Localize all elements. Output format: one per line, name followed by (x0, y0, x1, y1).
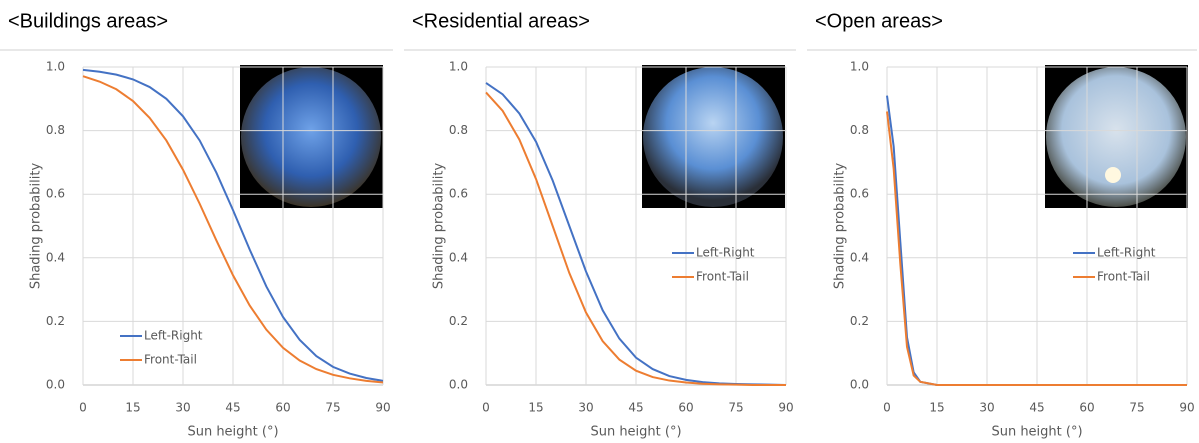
series-line (886, 111, 1187, 386)
x-axis-label: Sun height (°) (187, 425, 278, 440)
panel-title: <Buildings areas> (8, 10, 168, 32)
y-axis-label: Shading probability (432, 163, 447, 290)
legend-label: Left-Right (1097, 246, 1156, 260)
panel-title: <Residential areas> (412, 10, 590, 32)
panel-title: <Open areas> (815, 10, 943, 32)
y-tick-label: 0.8 (46, 123, 65, 137)
legend-label: Left-Right (144, 329, 203, 343)
y-axis-label: Shading probability (29, 163, 44, 290)
x-tick-label: 15 (528, 401, 543, 415)
y-tick-label: 0.0 (449, 378, 468, 392)
inset-photos (240, 65, 1188, 208)
x-tick-label: 30 (175, 401, 190, 415)
series-line (82, 68, 384, 382)
y-tick-label: 0.2 (850, 314, 869, 328)
legend-label: Front-Tail (696, 270, 749, 284)
x-axis-label: Sun height (°) (991, 425, 1082, 440)
x-tick-label: 45 (225, 401, 240, 415)
x-axis-label: Sun height (°) (590, 425, 681, 440)
x-tick-label: 75 (1129, 401, 1144, 415)
x-tick-label: 90 (375, 401, 390, 415)
sun (1105, 167, 1121, 183)
y-tick-label: 0.0 (850, 378, 869, 392)
fisheye-photo (643, 67, 783, 207)
fisheye-photo (241, 67, 381, 207)
x-tick-label: 30 (979, 401, 994, 415)
legend-label: Front-Tail (1097, 270, 1150, 284)
series-line (82, 75, 384, 384)
x-tick-label: 60 (275, 401, 290, 415)
y-tick-label: 0.6 (46, 187, 65, 201)
fisheye-photo (1046, 67, 1186, 207)
y-axis-label: Shading probability (833, 163, 848, 290)
x-tick-label: 0 (883, 401, 891, 415)
x-tick-label: 75 (728, 401, 743, 415)
x-tick-label: 45 (628, 401, 643, 415)
y-tick-label: 1.0 (850, 60, 869, 74)
x-tick-label: 60 (678, 401, 693, 415)
y-tick-label: 0.2 (46, 314, 65, 328)
x-tick-label: 45 (1029, 401, 1044, 415)
x-tick-label: 0 (79, 401, 87, 415)
y-tick-label: 1.0 (46, 60, 65, 74)
x-tick-label: 75 (325, 401, 340, 415)
x-tick-label: 15 (125, 401, 140, 415)
y-tick-label: 0.4 (449, 250, 468, 264)
y-tick-label: 0.4 (850, 250, 869, 264)
y-tick-label: 0.6 (850, 187, 869, 201)
y-tick-label: 0.0 (46, 378, 65, 392)
y-tick-label: 1.0 (449, 60, 468, 74)
x-tick-label: 0 (482, 401, 490, 415)
y-tick-label: 0.8 (449, 123, 468, 137)
series-line (485, 91, 786, 386)
y-tick-label: 0.6 (449, 187, 468, 201)
x-tick-label: 90 (1179, 401, 1194, 415)
x-tick-label: 15 (929, 401, 944, 415)
legend-label: Front-Tail (144, 353, 197, 367)
y-tick-label: 0.2 (449, 314, 468, 328)
legend-label: Left-Right (696, 246, 755, 260)
y-tick-label: 0.8 (850, 123, 869, 137)
x-tick-label: 60 (1079, 401, 1094, 415)
x-tick-label: 90 (778, 401, 793, 415)
y-tick-label: 0.4 (46, 250, 65, 264)
x-tick-label: 30 (578, 401, 593, 415)
